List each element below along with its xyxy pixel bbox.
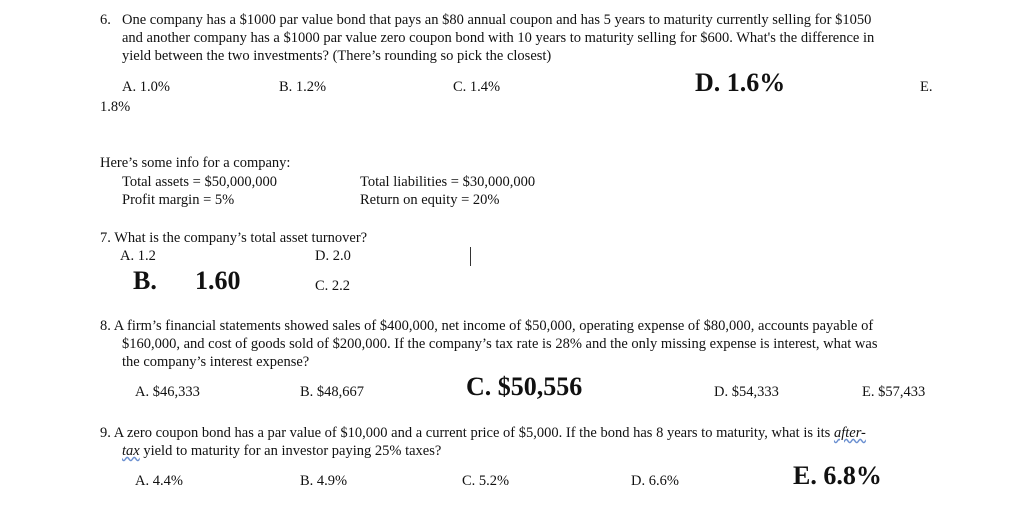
q6-option-c: C. 1.4% [453,79,501,95]
q6-line-2: and another company has a $1000 par valu… [122,30,875,46]
info-roe: Return on equity = 20% [360,192,500,208]
q8-option-a: A. $46,333 [135,384,200,400]
info-total-liabilities: Total liabilities = $30,000,000 [360,174,536,190]
q6-option-d-answer: D. 1.6% [695,68,786,97]
info-profit-margin: Profit margin = 5% [122,192,235,208]
q8-line-1: 8. A firm’s financial statements showed … [100,318,874,334]
q9-option-c: C. 5.2% [462,473,510,489]
q6-line-3: yield between the two investments? (Ther… [122,48,552,64]
q9-line-1: 9. A zero coupon bond has a par value of… [100,424,866,442]
q9-option-e-answer: E. 6.8% [793,461,882,490]
q7-option-b-answer: 1.60 [195,266,241,295]
q6-option-a: A. 1.0% [122,79,170,95]
info-total-assets: Total assets = $50,000,000 [122,174,277,190]
q7-option-c: C. 2.2 [315,278,351,294]
q9-option-a: A. 4.4% [135,473,183,489]
q6-option-b: B. 1.2% [279,79,327,95]
q7-option-d: D. 2.0 [315,248,351,264]
q8-option-b: B. $48,667 [300,384,365,400]
q7-option-a: A. 1.2 [120,248,156,264]
q6-number: 6. [100,12,111,28]
q8-line-3: the company’s interest expense? [122,354,310,370]
q6-line-1: One company has a $1000 par value bond t… [122,12,872,28]
q6-option-e-value: 1.8% [100,99,131,115]
q9-tax-word: tax [122,443,140,459]
q9-line-2-text: yield to maturity for an investor paying… [139,443,442,459]
q9-option-b: B. 4.9% [300,473,348,489]
q7-question: 7. What is the company’s total asset tur… [100,230,368,246]
q8-line-2: $160,000, and cost of goods sold of $200… [122,336,878,352]
text-cursor [470,247,471,266]
q8-option-c-answer: C. $50,556 [466,372,583,401]
info-intro: Here’s some info for a company: [100,155,291,171]
q9-line-1-text: 9. A zero coupon bond has a par value of… [100,425,831,441]
q8-option-d: D. $54,333 [714,384,779,400]
q8-option-e: E. $57,433 [862,384,926,400]
q6-option-e: E. [920,79,933,95]
q9-line-2: tax yield to maturity for an investor pa… [122,442,441,460]
q9-option-d: D. 6.6% [631,473,679,489]
q9-after-word: after- [833,425,866,441]
q7-option-b-label: B. [133,266,157,295]
